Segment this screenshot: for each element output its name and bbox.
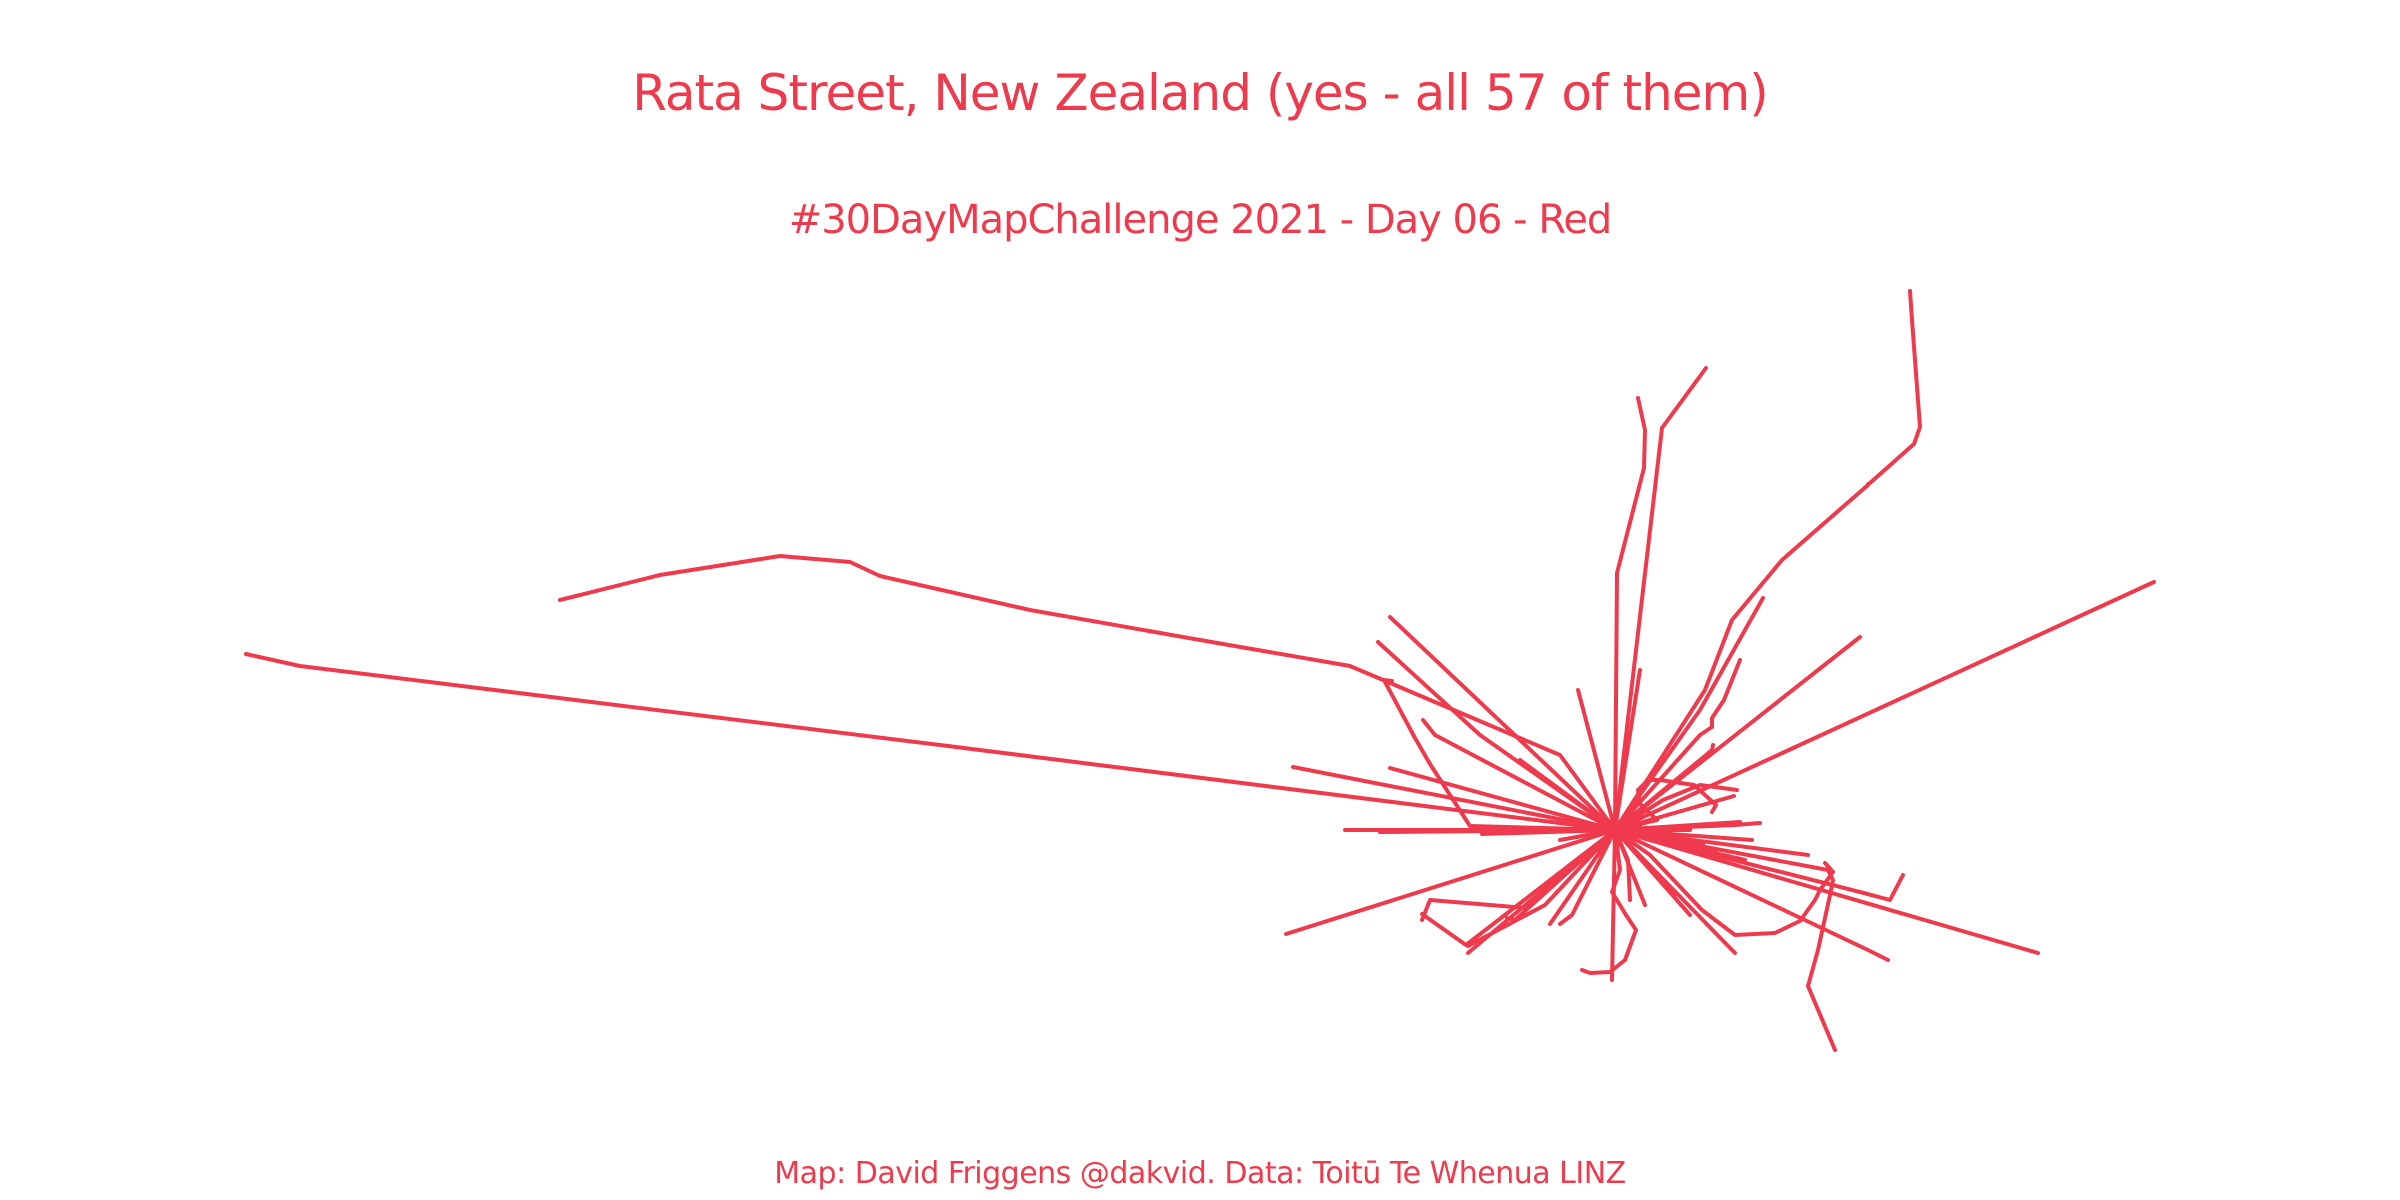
street-line-34 bbox=[1610, 828, 1617, 982]
street-line-40 bbox=[1613, 828, 1677, 897]
street-line-21 bbox=[1382, 678, 1617, 832]
street-line-22 bbox=[1576, 688, 1617, 832]
map-caption: Map: David Friggens @dakvid. Data: Toitū… bbox=[774, 1156, 1626, 1191]
street-line-44 bbox=[1613, 828, 2040, 955]
street-line-54 bbox=[1613, 778, 1718, 832]
street-line-56 bbox=[1613, 821, 1762, 832]
street-line-13 bbox=[1421, 718, 1617, 832]
street-line-33 bbox=[1466, 828, 1617, 955]
street-line-45 bbox=[1613, 828, 1837, 1052]
street-line-6 bbox=[1613, 596, 1765, 832]
street-line-31 bbox=[1548, 828, 1617, 926]
street-line-42 bbox=[1613, 828, 1835, 937]
street-line-2 bbox=[558, 554, 1617, 832]
street-line-8 bbox=[1613, 580, 2156, 832]
street-line-3 bbox=[1613, 396, 1647, 832]
street-line-24 bbox=[1613, 668, 1642, 832]
map-title: Rata Street, New Zealand (yes - all 57 o… bbox=[632, 64, 1769, 122]
street-line-12 bbox=[1388, 615, 1617, 832]
street-line-23 bbox=[1518, 758, 1617, 832]
street-lines bbox=[244, 289, 2156, 1052]
street-line-9 bbox=[1613, 658, 1742, 832]
street-line-16 bbox=[1388, 766, 1617, 832]
street-line-26 bbox=[1284, 828, 1617, 936]
street-line-1 bbox=[244, 652, 1617, 832]
street-line-57 bbox=[1613, 828, 1622, 847]
street-line-50 bbox=[1613, 828, 1747, 862]
street-line-5 bbox=[1613, 289, 1922, 832]
street-line-11 bbox=[1613, 783, 1739, 832]
street-line-10 bbox=[1613, 743, 1715, 832]
street-line-4 bbox=[1613, 366, 1708, 832]
street-line-35 bbox=[1580, 828, 1638, 975]
street-line-43 bbox=[1613, 828, 1890, 962]
map-subtitle: #30DayMapChallenge 2021 - Day 06 - Red bbox=[788, 197, 1613, 243]
street-line-27 bbox=[1420, 828, 1617, 947]
street-line-32 bbox=[1558, 828, 1617, 926]
street-line-41 bbox=[1613, 828, 1905, 902]
